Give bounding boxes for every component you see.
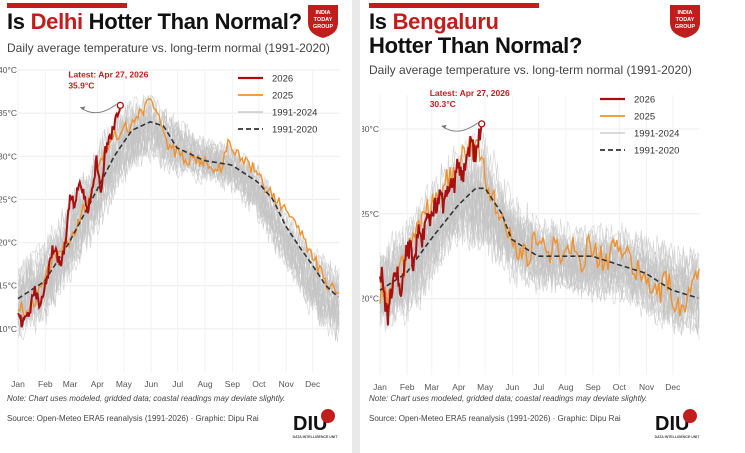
latest-annotation-value: 35.9°C	[68, 80, 94, 90]
svg-text:INDIA: INDIA	[678, 10, 693, 16]
city-name: Delhi	[30, 9, 84, 34]
x-tick-label: Jun	[506, 382, 520, 392]
x-tick-label: May	[116, 379, 133, 389]
latest-annotation-value: 30.3°C	[430, 99, 456, 109]
series-2026-line	[17, 105, 122, 328]
series-2025-line	[17, 98, 340, 320]
x-tick-label: Feb	[400, 382, 415, 392]
x-tick-label: Aug	[558, 382, 573, 392]
svg-text:GROUP: GROUP	[313, 24, 334, 30]
subtitle: Daily average temperature vs. long-term …	[369, 63, 692, 77]
series-1991-2020-line	[17, 120, 339, 300]
annotation-arrow	[80, 104, 117, 114]
title-accent-bar	[7, 3, 127, 8]
series-2025-line	[379, 137, 700, 317]
chart-note: Note: Chart uses modeled, gridded data; …	[7, 394, 286, 403]
logo-text: INDIA	[316, 10, 331, 16]
historical-year-line	[379, 148, 700, 300]
x-tick-label: Oct	[252, 379, 266, 389]
annotation-arrowhead	[80, 106, 86, 111]
svg-text:TODAY: TODAY	[676, 17, 695, 23]
y-tick-label: 20°C	[362, 294, 379, 304]
page-title: Is Bengaluru Hotter Than Normal?	[369, 9, 583, 58]
delhi-panel: Is Delhi Hotter Than Normal? Daily avera…	[0, 0, 350, 453]
y-tick-label: 25°C	[0, 194, 17, 204]
x-tick-label: Sep	[225, 379, 240, 389]
diu-logo: DIU DATA INTELLIGENCE UNIT	[652, 404, 702, 442]
page-title: Is Delhi Hotter Than Normal?	[7, 9, 302, 34]
series-1991-2024	[379, 132, 700, 341]
legend: 2026 2025 1991-2024 1991-2020	[600, 95, 679, 157]
panel-divider	[352, 0, 360, 453]
legend-label-1991-2020: 1991-2020	[634, 146, 679, 157]
chart-note: Note: Chart uses modeled, gridded data; …	[369, 394, 648, 403]
x-tick-label: Aug	[197, 379, 212, 389]
x-tick-label: Jan	[373, 382, 387, 392]
y-tick-label: 15°C	[0, 281, 17, 291]
legend-label-1991-2024: 1991-2024	[272, 108, 317, 119]
latest-annotation-label: Latest: Apr 27, 2026	[68, 69, 148, 79]
historical-year-line	[17, 100, 340, 296]
y-tick-label: 40°C	[0, 65, 17, 75]
legend-label-2026: 2026	[634, 95, 655, 106]
latest-point-marker	[478, 120, 486, 128]
annotation-arrowhead	[441, 124, 447, 129]
y-tick-label: 30°C	[0, 151, 17, 161]
title-accent-bar	[369, 3, 539, 8]
historical-year-line	[17, 105, 340, 311]
x-tick-label: Apr	[91, 379, 104, 389]
historical-year-line	[379, 171, 700, 317]
india-today-group-logo: INDIA TODAY GROUP	[305, 3, 341, 39]
x-tick-label: Sep	[585, 382, 600, 392]
chart-source: Source: Open-Meteo ERA5 reanalysis (1991…	[369, 414, 621, 423]
svg-text:DIU: DIU	[293, 413, 327, 435]
annotation-arrow	[441, 122, 478, 132]
x-tick-label: Nov	[639, 382, 655, 392]
legend-label-1991-2024: 1991-2024	[634, 129, 679, 140]
series-2026-line	[379, 123, 483, 326]
x-tick-label: Mar	[424, 382, 439, 392]
city-name: Bengaluru	[392, 9, 499, 34]
y-tick-label: 35°C	[0, 108, 17, 118]
historical-year-line	[17, 106, 340, 302]
x-tick-label: Oct	[613, 382, 627, 392]
y-tick-label: 10°C	[0, 324, 17, 334]
series-1991-2020-line	[379, 187, 699, 299]
svg-text:DIU: DIU	[655, 413, 689, 435]
x-tick-label: Jul	[533, 382, 544, 392]
x-tick-label: Jul	[172, 379, 183, 389]
legend-label-2025: 2025	[634, 112, 655, 123]
svg-text:DATA INTELLIGENCE UNIT: DATA INTELLIGENCE UNIT	[293, 435, 339, 439]
chart-source: Source: Open-Meteo ERA5 reanalysis (1991…	[7, 414, 259, 423]
x-tick-label: Dec	[665, 382, 681, 392]
subtitle: Daily average temperature vs. long-term …	[7, 41, 330, 55]
svg-text:GROUP: GROUP	[675, 24, 696, 30]
x-tick-label: Jun	[144, 379, 158, 389]
legend-label-2026: 2026	[272, 74, 293, 85]
bengaluru-panel: Is Bengaluru Hotter Than Normal? Daily av…	[362, 0, 745, 453]
x-tick-label: Apr	[452, 382, 465, 392]
diu-logo: DIU DATA INTELLIGENCE UNIT	[290, 404, 340, 442]
y-tick-label: 25°C	[362, 209, 379, 219]
india-today-group-logo: INDIA TODAY GROUP	[667, 3, 703, 39]
legend-label-1991-2020: 1991-2020	[272, 125, 317, 136]
x-tick-label: Dec	[305, 379, 321, 389]
legend-label-2025: 2025	[272, 91, 293, 102]
latest-point-marker	[116, 101, 124, 110]
x-tick-label: Feb	[38, 379, 53, 389]
x-tick-label: May	[477, 382, 494, 392]
y-tick-label: 30°C	[362, 124, 379, 134]
svg-text:DATA INTELLIGENCE UNIT: DATA INTELLIGENCE UNIT	[655, 435, 701, 439]
x-tick-label: Jan	[11, 379, 25, 389]
x-tick-label: Mar	[63, 379, 78, 389]
x-tick-label: Nov	[279, 379, 295, 389]
historical-year-line	[17, 104, 340, 315]
svg-text:TODAY: TODAY	[314, 17, 333, 23]
y-tick-label: 20°C	[0, 238, 17, 248]
latest-annotation-label: Latest: Apr 27, 2026	[430, 88, 510, 98]
legend: 2026 2025 1991-2024 1991-2020	[238, 74, 317, 136]
